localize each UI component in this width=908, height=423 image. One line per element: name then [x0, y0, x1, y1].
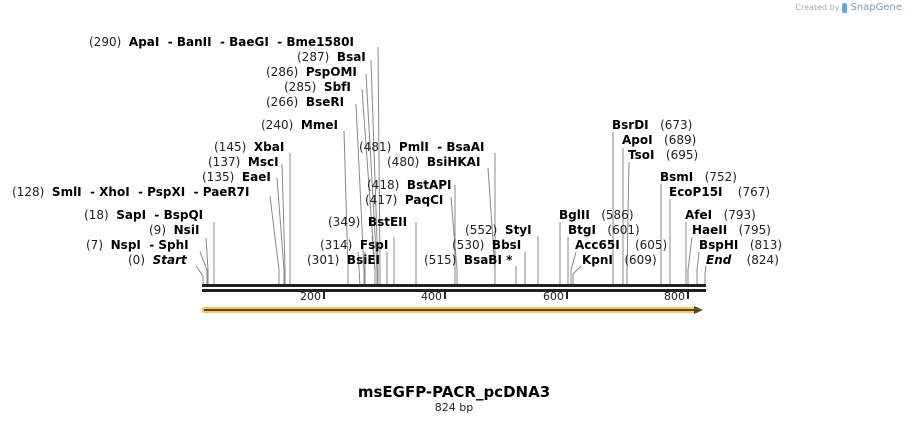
- site-label[interactable]: (481) PmlI - BsaAI: [359, 140, 485, 154]
- site-label[interactable]: TsoI (695): [628, 148, 699, 162]
- site-label[interactable]: (135) EaeI: [202, 170, 271, 184]
- site-label[interactable]: (530) BbsI: [452, 238, 522, 252]
- site-label[interactable]: (552) StyI: [465, 223, 532, 237]
- ruler-label: 600: [543, 290, 564, 303]
- site-label[interactable]: KpnI (609): [582, 253, 657, 267]
- site-label[interactable]: BsrDI (673): [612, 118, 693, 132]
- site-label[interactable]: ApoI (689): [622, 133, 697, 147]
- site-label[interactable]: Acc65I (605): [575, 238, 668, 252]
- site-label[interactable]: (145) XbaI: [214, 140, 285, 154]
- site-label[interactable]: (137) MscI: [208, 155, 279, 169]
- credit-brand: SnapGene: [850, 2, 902, 13]
- site-label[interactable]: AfeI (793): [685, 208, 756, 222]
- site-label[interactable]: (9) NsiI: [149, 223, 200, 237]
- ruler-ticks: [323, 292, 689, 299]
- feature-arrow[interactable]: [202, 306, 703, 314]
- map-length: 824 bp: [434, 401, 474, 414]
- site-label[interactable]: BsmI (752): [660, 170, 737, 184]
- ruler-label: 200: [300, 290, 321, 303]
- site-label[interactable]: (240) MmeI: [261, 118, 338, 132]
- site-label[interactable]: (128) SmlI - XhoI - PspXI - PaeR7I: [12, 185, 250, 199]
- snapgene-credit: Created by SnapGene: [795, 2, 902, 13]
- site-label[interactable]: (314) FspI: [320, 238, 389, 252]
- site-label[interactable]: (480) BsiHKAI: [387, 155, 481, 169]
- site-label[interactable]: HaeII (795): [692, 223, 771, 237]
- site-label[interactable]: (287) BsaI: [297, 50, 366, 64]
- site-label[interactable]: EcoP15I (767): [669, 185, 771, 199]
- site-label[interactable]: (417) PaqCI: [365, 193, 444, 207]
- snapgene-logo-icon: [842, 2, 848, 13]
- site-label[interactable]: (285) SbfI: [284, 80, 351, 94]
- site-label[interactable]: (266) BseRI: [266, 95, 345, 109]
- site-label[interactable]: End (824): [706, 253, 779, 267]
- site-label[interactable]: (349) BstEII: [328, 215, 408, 229]
- site-label[interactable]: (515) BsaBI *: [424, 253, 513, 267]
- site-label[interactable]: BtgI (601): [568, 223, 640, 237]
- site-label[interactable]: (0) Start: [128, 253, 187, 267]
- credit-prefix: Created by: [795, 3, 840, 12]
- backbone-top-strand: [202, 284, 706, 287]
- site-label[interactable]: BglII (586): [559, 208, 634, 222]
- ruler-label: 800: [664, 290, 685, 303]
- backbone-bottom-strand: [202, 289, 706, 292]
- site-label[interactable]: (18) SapI - BspQI: [84, 208, 204, 222]
- site-label[interactable]: (7) NspI - SphI: [86, 238, 189, 252]
- ruler-label: 400: [421, 290, 442, 303]
- site-leader-lines: [195, 46, 707, 286]
- site-label[interactable]: (301) BsiEI: [307, 253, 380, 267]
- site-label[interactable]: BspHI (813): [699, 238, 783, 252]
- site-label[interactable]: (286) PspOMI: [266, 65, 357, 79]
- site-label[interactable]: (290) ApaI - BanII - BaeGI - Bme1580I: [89, 35, 354, 49]
- site-label[interactable]: (418) BstAPI: [367, 178, 452, 192]
- map-title: msEGFP-PACR_pcDNA3: [357, 383, 551, 401]
